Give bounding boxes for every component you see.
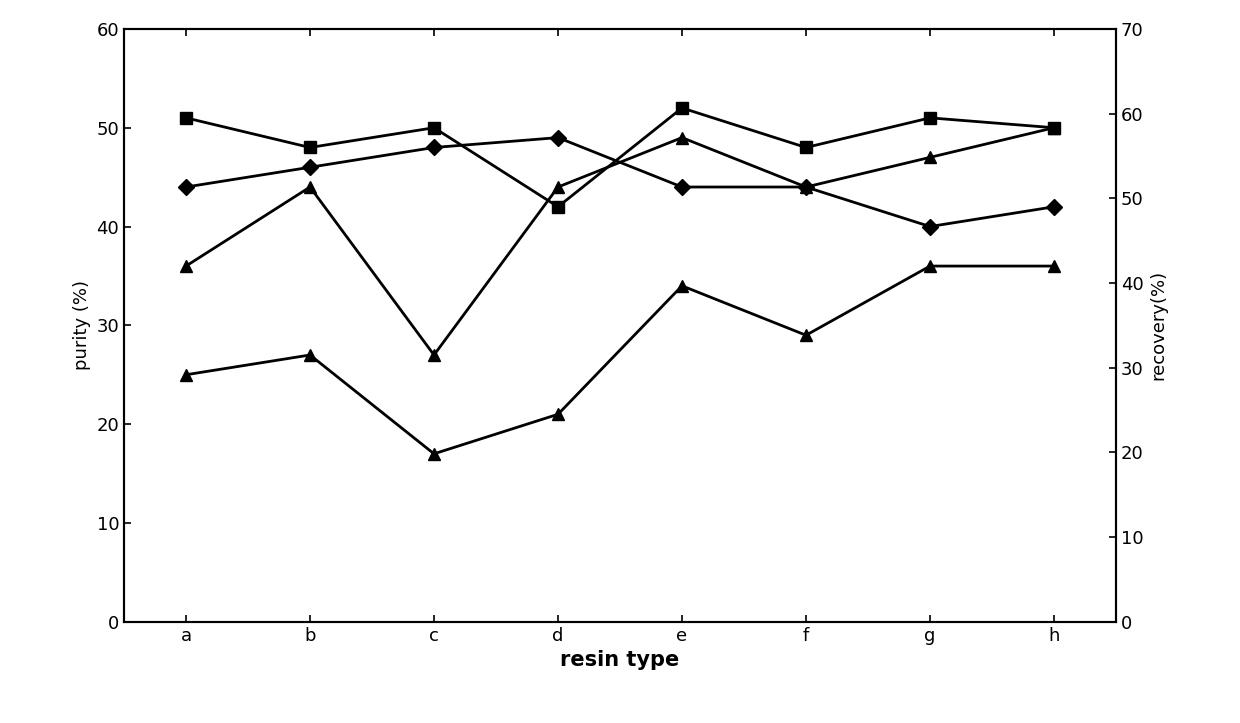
X-axis label: resin type: resin type — [560, 650, 680, 670]
Y-axis label: purity (%): purity (%) — [73, 281, 91, 370]
Y-axis label: recovery(%): recovery(%) — [1149, 270, 1167, 380]
